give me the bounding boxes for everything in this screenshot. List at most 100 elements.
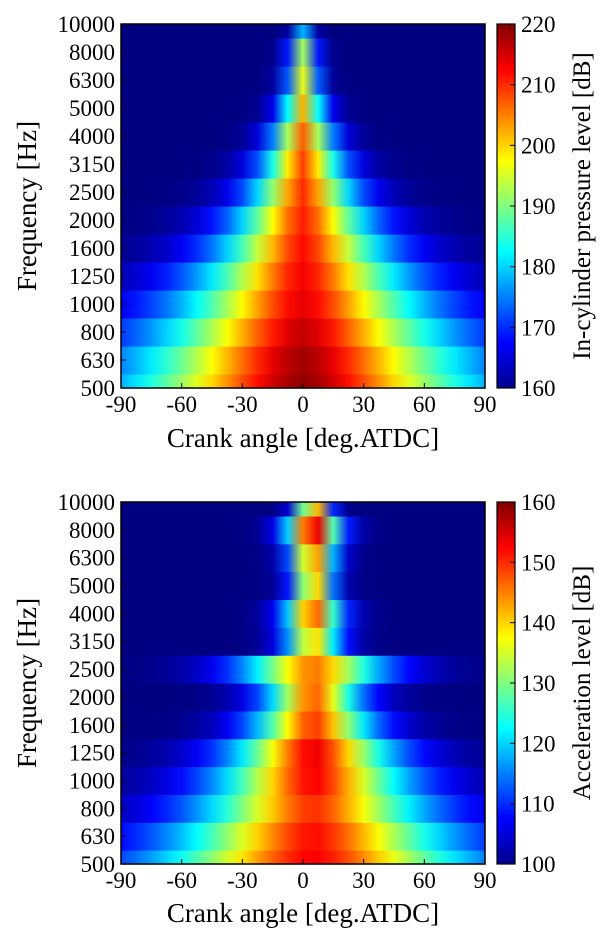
heatmap-band [121,794,485,823]
y-tick-label: 1250 [69,264,115,289]
heatmap-band [121,571,485,601]
heatmap-band [121,234,485,263]
y-tick-label: 4000 [69,601,115,626]
colorbar-tick-label: 120 [521,731,556,756]
pressure-spectrogram-chart: 5006308001000125016002000250031504000500… [12,12,596,453]
acceleration-x-axis-label: Crank angle [deg.ATDC] [167,898,439,928]
colorbar-tick-label: 220 [521,12,556,37]
acceleration-heatmap [121,502,485,865]
colorbar-tick-label: 140 [521,611,556,636]
colorbar-tick-label: 130 [521,671,556,696]
y-tick-label: 800 [81,796,116,821]
y-tick-label: 1600 [69,713,115,738]
y-tick-label: 2000 [69,208,115,233]
colorbar-tick-label: 200 [521,133,556,158]
heatmap-band [121,178,485,207]
x-tick-label: 90 [474,868,497,893]
y-tick-label: 2500 [69,657,115,682]
heatmap-band [121,346,485,375]
acceleration-y-axis-label: Frequency [Hz] [12,598,42,768]
y-tick-label: 3150 [69,629,115,654]
heatmap-band [121,94,485,123]
heatmap-band [121,599,485,628]
heatmap-band [121,683,485,712]
x-tick-label: 30 [352,868,375,893]
x-tick-label: -30 [227,392,258,417]
pressure-x-axis-label: Crank angle [deg.ATDC] [167,423,439,453]
y-tick-label: 6300 [69,546,115,571]
x-tick-label: 0 [297,392,309,417]
x-tick-label: -60 [166,868,197,893]
pressure-heatmap [121,24,485,389]
heatmap-band [121,822,485,851]
heatmap-band [121,766,485,795]
colorbar-tick-label: 210 [521,73,556,98]
colorbar-tick-label: 150 [521,550,556,575]
y-tick-label: 2000 [69,685,115,710]
y-tick-label: 10000 [58,12,116,37]
y-tick-label: 8000 [69,40,115,65]
x-tick-label: -90 [106,392,137,417]
y-tick-label: 1000 [69,292,115,317]
y-tick-label: 2500 [69,180,115,205]
heatmap-band [121,543,485,573]
colorbar-tick-label: 160 [521,376,556,401]
y-tick-label: 4000 [69,124,115,149]
pressure-colorbar-label: In-cylinder pressure level [dB] [569,52,596,360]
acceleration-colorbar-ticks: 100 110 120 130 140 150 160 [510,490,556,877]
pressure-y-ticks: 500 630 800 1000 1250 1600 2000 2500 3150 4000 500… [58,12,126,401]
heatmap-band [121,262,485,291]
heatmap-band [121,24,485,39]
y-tick-label: 630 [81,348,116,373]
acceleration-x-ticks: -90 -60 -30 0 30 60 90 [106,859,497,893]
colorbar-tick-label: 180 [521,255,556,280]
x-tick-label: 0 [297,868,309,893]
heatmap-band [121,627,485,656]
heatmap-band [121,206,485,235]
heatmap-band [121,318,485,347]
heatmap-band [121,850,485,865]
acceleration-colorbar-label: Acceleration level [dB] [569,566,596,801]
heatmap-band [121,502,485,517]
y-tick-label: 5000 [69,96,115,121]
y-tick-label: 1250 [69,741,115,766]
heatmap-band [121,290,485,319]
y-tick-label: 800 [81,320,116,345]
colorbar-tick-label: 110 [521,792,555,817]
x-tick-label: -30 [227,868,258,893]
heatmap-band [121,122,485,151]
x-tick-label: -60 [166,392,197,417]
y-tick-label: 1000 [69,768,115,793]
y-tick-label: 500 [81,852,116,877]
pressure-y-axis-label: Frequency [Hz] [12,121,42,291]
heatmap-band [121,66,485,95]
colorbar-tick-label: 100 [521,852,556,877]
x-tick-label: -90 [106,868,137,893]
x-tick-label: 90 [474,392,497,417]
colorbar-tick-label: 160 [521,490,556,515]
y-tick-label: 6300 [69,68,115,93]
y-tick-label: 3150 [69,152,115,177]
heatmap-band [121,515,485,545]
heatmap-band [121,374,485,389]
pressure-colorbar-ticks: 160 170 180 190 200 210 220 [510,12,556,401]
y-tick-label: 10000 [58,490,116,515]
heatmap-band [121,738,485,768]
pressure-x-ticks: -90 -60 -30 0 30 60 90 [106,383,497,417]
colorbar-tick-label: 190 [521,194,556,219]
heatmap-band [121,150,485,179]
heatmap-band [121,38,485,67]
y-tick-label: 500 [81,376,116,401]
x-tick-label: 60 [413,392,436,417]
colorbar-tick-label: 170 [521,315,556,340]
y-tick-label: 630 [81,824,116,849]
heatmap-band [121,710,485,740]
x-tick-label: 60 [413,868,436,893]
heatmap-band [121,655,485,684]
x-tick-label: 30 [352,392,375,417]
acceleration-spectrogram-chart: 5006308001000125016002000250031504000500… [12,490,596,928]
y-tick-label: 1600 [69,236,115,261]
y-tick-label: 8000 [69,518,115,543]
